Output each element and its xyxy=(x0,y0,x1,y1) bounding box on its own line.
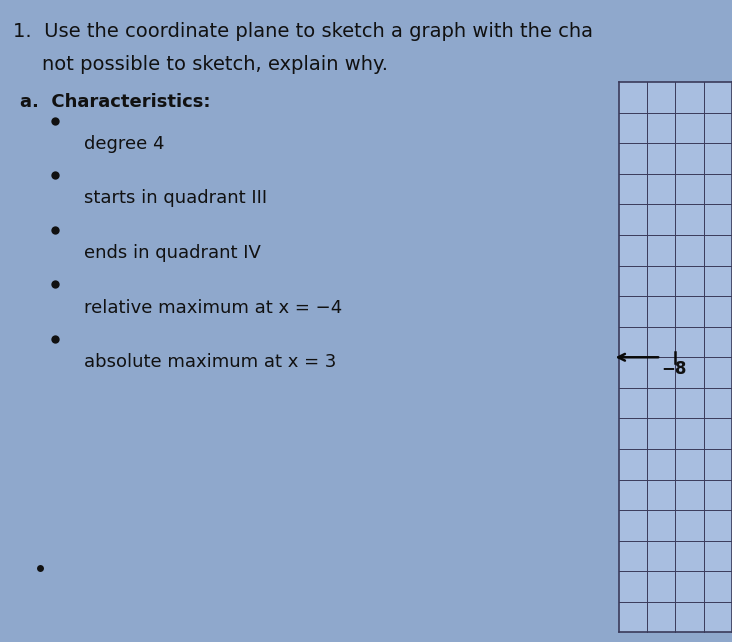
Text: absolute maximum at x = 3: absolute maximum at x = 3 xyxy=(84,353,337,371)
Bar xyxy=(619,82,732,632)
Text: a.  Characteristics:: a. Characteristics: xyxy=(20,93,211,111)
Text: degree 4: degree 4 xyxy=(84,135,165,153)
Text: not possible to sketch, explain why.: not possible to sketch, explain why. xyxy=(42,55,389,74)
Text: ends in quadrant IV: ends in quadrant IV xyxy=(84,244,261,262)
Text: relative maximum at x = −4: relative maximum at x = −4 xyxy=(84,299,343,317)
Text: 1.  Use the coordinate plane to sketch a graph with the cha: 1. Use the coordinate plane to sketch a … xyxy=(13,22,593,42)
Text: starts in quadrant III: starts in quadrant III xyxy=(84,189,267,207)
Text: −8: −8 xyxy=(661,360,687,377)
